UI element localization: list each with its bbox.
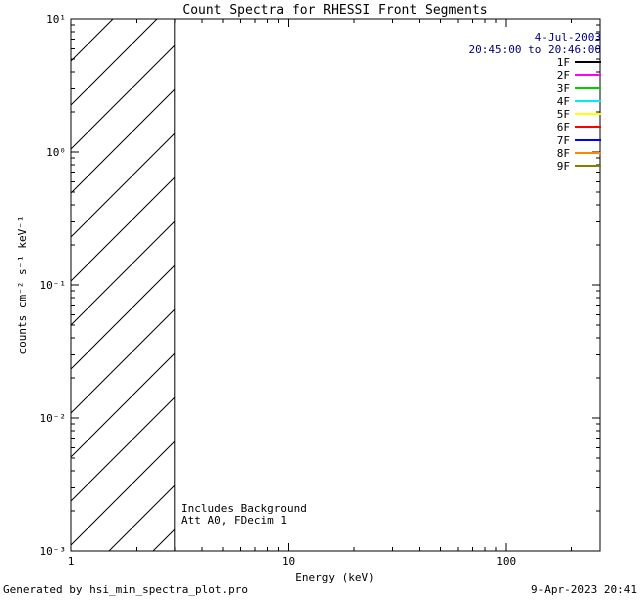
legend-label: 8F <box>557 147 570 160</box>
hatched-region-group <box>71 19 176 551</box>
footer-datetime: 9-Apr-2023 20:41 <box>531 583 637 596</box>
legend-label: 4F <box>557 95 570 108</box>
obs-date: 4-Jul-2003 <box>535 31 601 44</box>
legend-label: 5F <box>557 108 570 121</box>
obs-time-range: 20:45:00 to 20:46:00 <box>469 43 601 56</box>
y-tick-label: 10⁻² <box>40 412 67 425</box>
legend-label: 6F <box>557 121 570 134</box>
legend-label: 2F <box>557 69 570 82</box>
x-tick-label: 100 <box>496 555 516 568</box>
annotation-attenuator: Att A0, FDecim 1 <box>181 514 287 527</box>
axis-ticks <box>70 18 600 552</box>
chart-title: Count Spectra for RHESSI Front Segments <box>182 3 487 18</box>
axis-tick-labels: 1 10 100 10¹ 10⁰ 10⁻¹ 10⁻² 10⁻³ <box>40 13 517 568</box>
footer-generator: Generated by hsi_min_spectra_plot.pro <box>3 583 248 596</box>
y-tick-label: 10⁻³ <box>40 545 67 558</box>
y-tick-label: 10¹ <box>46 13 66 26</box>
x-tick-label: 1 <box>68 555 75 568</box>
legend-label: 7F <box>557 134 570 147</box>
legend-label: 1F <box>557 56 570 69</box>
annotation-background: Includes Background <box>181 502 307 515</box>
hatched-region <box>71 19 175 551</box>
x-tick-label: 10 <box>282 555 295 568</box>
y-tick-label: 10⁰ <box>46 146 66 159</box>
legend-label: 9F <box>557 160 570 173</box>
y-axis-label: counts cm⁻² s⁻¹ keV⁻¹ <box>16 215 29 354</box>
y-tick-label: 10⁻¹ <box>40 279 67 292</box>
x-axis-label: Energy (keV) <box>295 571 374 584</box>
legend-label: 3F <box>557 82 570 95</box>
